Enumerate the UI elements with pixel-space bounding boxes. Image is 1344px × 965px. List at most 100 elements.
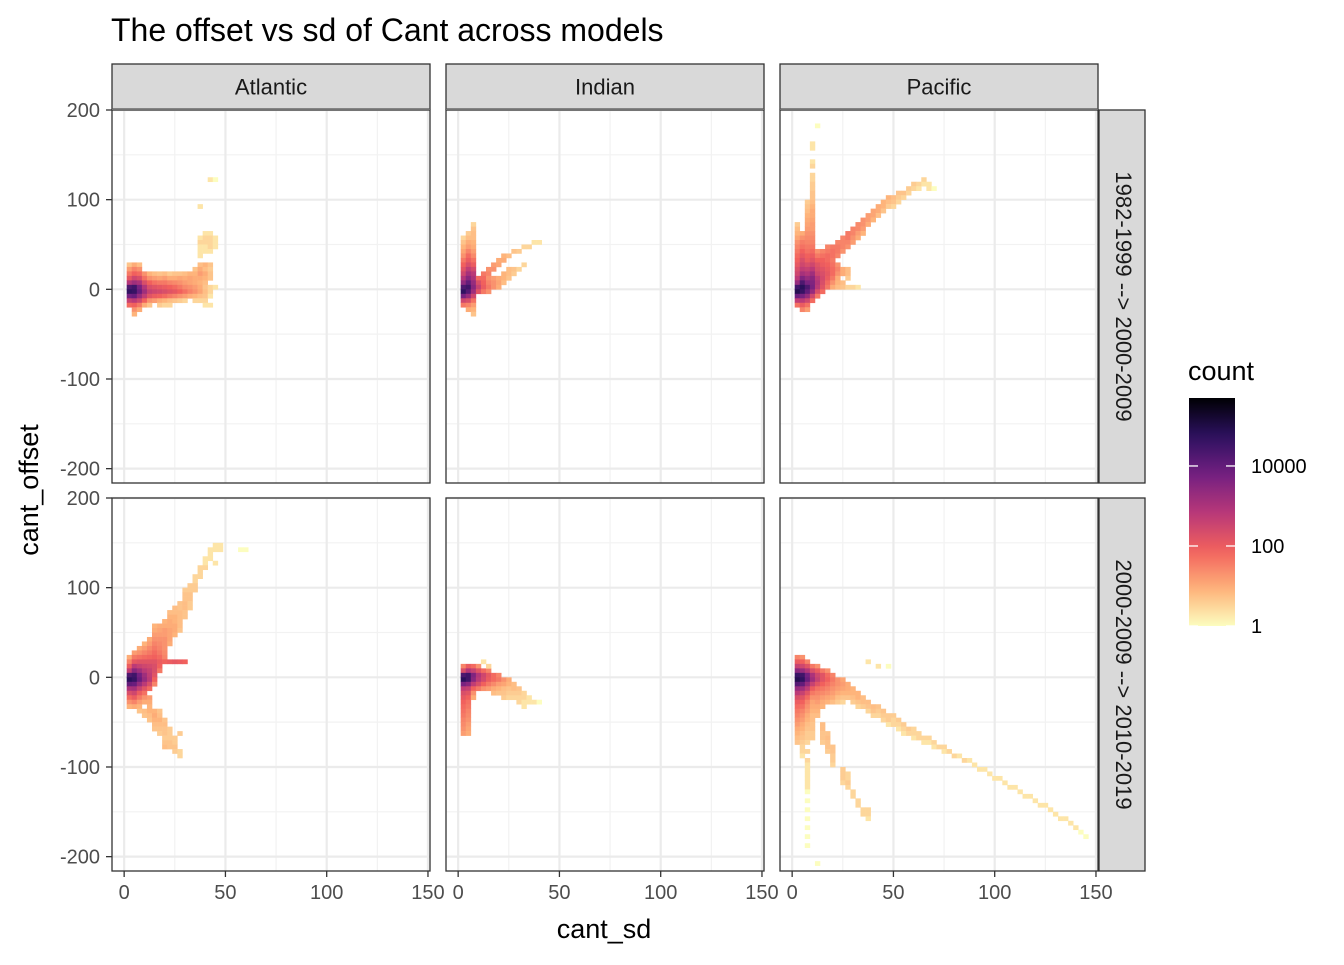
heatmap-bin [131, 311, 138, 317]
heatmap-bin [496, 686, 502, 692]
heatmap-bin [465, 231, 472, 236]
heatmap-bin [157, 623, 163, 629]
x-axis-col-2: 0 50 100 150 [453, 871, 779, 904]
panel-atlantic-row-1 [111, 108, 431, 484]
heatmap-bin [136, 284, 143, 290]
heatmap-bin [177, 605, 183, 611]
heatmap-bin [167, 744, 173, 750]
heatmap-bin [840, 271, 846, 277]
x-tick-label: 100 [310, 882, 343, 904]
heatmap-bin [1042, 802, 1049, 808]
heatmap-bin [809, 213, 816, 218]
heatmap-bin [465, 235, 472, 241]
heatmap-bin [809, 708, 816, 714]
heatmap-bin [809, 222, 816, 227]
heatmap-bin [794, 708, 801, 714]
heatmap-bin [825, 699, 831, 705]
heatmap-bin [814, 681, 821, 687]
facet-row-strip-2: 2000-2009 --> 2010-2019 [1098, 497, 1146, 872]
heatmap-bin [794, 257, 801, 263]
heatmap-bin [460, 717, 467, 723]
x-tick-label: 150 [1079, 882, 1112, 904]
heatmap-bin [465, 280, 472, 286]
heatmap-bins [126, 177, 219, 317]
heatmap-bin [825, 744, 831, 750]
heatmap-bin [809, 163, 816, 169]
heatmap-bin [177, 280, 183, 286]
heatmap-bin [895, 717, 902, 723]
heatmap-bin [465, 257, 472, 263]
heatmap-bin [845, 695, 851, 701]
heatmap-bin [162, 619, 168, 624]
heatmap-bin [177, 753, 183, 759]
heatmap-bin [916, 735, 922, 741]
heatmap-bin [141, 641, 148, 647]
heatmap-bin [521, 704, 527, 710]
heatmap-bin [172, 744, 178, 750]
heatmap-bin [126, 659, 133, 665]
heatmap-bin [126, 695, 133, 701]
heatmap-bin [921, 177, 927, 183]
heatmap-bin [814, 248, 821, 254]
heatmap-bin [192, 298, 198, 304]
heatmap-bin [825, 677, 831, 683]
heatmap-bin [496, 672, 502, 678]
heatmap-bin [804, 226, 811, 232]
heatmap-bin [855, 704, 861, 710]
heatmap-bin [172, 605, 178, 611]
heatmap-bin [475, 289, 482, 295]
heatmap-bin [460, 690, 467, 696]
heatmap-bin [860, 704, 866, 710]
x-tick-label: 150 [745, 882, 778, 904]
heatmap-bin [830, 262, 836, 268]
heatmap-bin [516, 699, 522, 705]
heatmap-bin [526, 244, 532, 250]
heatmap-bin [141, 275, 148, 281]
heatmap-bin [809, 275, 816, 281]
heatmap-bin [966, 758, 973, 763]
heatmap-bin [136, 659, 143, 665]
heatmap-bin [470, 266, 477, 272]
heatmap-bin [794, 248, 801, 254]
heatmap-bin [152, 280, 158, 286]
heatmap-bin [825, 284, 831, 290]
heatmap-bin [480, 659, 487, 665]
heatmap-bin [126, 681, 133, 687]
heatmap-bin [136, 704, 143, 710]
heatmap-bin [809, 248, 816, 254]
heatmap-bin [475, 677, 482, 683]
heatmap-bin [465, 681, 472, 687]
heatmap-bin [141, 659, 148, 665]
heatmap-bin [152, 708, 158, 714]
heatmap-bin [243, 547, 249, 553]
y-tick-label: -200 [60, 459, 100, 481]
heatmap-bin [480, 681, 487, 687]
heatmap-bin [126, 686, 133, 692]
heatmap-bin [804, 672, 811, 678]
heatmap-bin [177, 601, 183, 606]
facet-row-strip-1: 1982-1999 --> 2000-2009 [1098, 109, 1146, 484]
heatmap-bin [880, 717, 887, 723]
heatmap-bin [794, 280, 801, 286]
heatmap-bin [804, 784, 811, 790]
heatmap-bin [845, 235, 851, 241]
heatmap-bin [804, 293, 811, 299]
heatmap-bins [126, 542, 249, 759]
heatmap-bin [460, 708, 467, 714]
heatmap-bin [470, 244, 477, 250]
heatmap-bin [845, 275, 851, 281]
heatmap-bin [804, 204, 811, 209]
heatmap-bin [460, 695, 467, 701]
panel-border [779, 109, 1099, 484]
heatmap-bin [860, 231, 866, 236]
heatmap-bin [855, 235, 861, 241]
x-tick-label: 150 [411, 882, 444, 904]
heatmap-bin [804, 222, 811, 227]
heatmap-bin [946, 749, 952, 754]
heatmap-bins [460, 659, 543, 736]
heatmap-bin [465, 271, 472, 277]
heatmap-bin [146, 672, 153, 678]
heatmap-bin [840, 766, 846, 772]
heatmap-bin [1017, 789, 1023, 795]
heatmap-bin [804, 217, 811, 223]
